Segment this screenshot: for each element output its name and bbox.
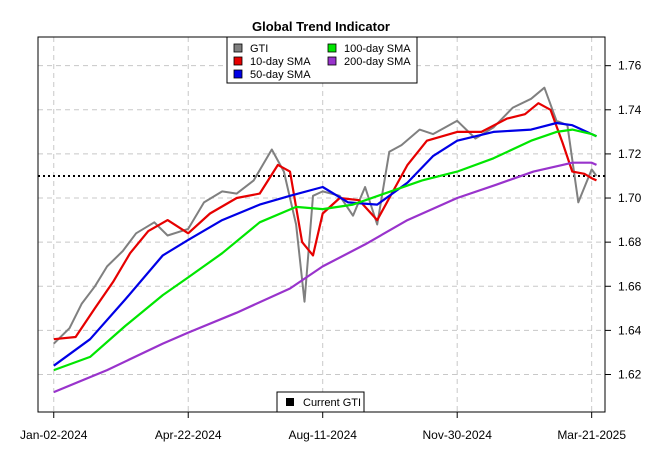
legend-label: 50-day SMA — [250, 69, 311, 81]
series-line-50-day-sma — [53, 121, 597, 367]
legend-bottom-box — [276, 391, 365, 413]
legend-label: 10-day SMA — [250, 56, 311, 68]
legend-bottom: Current GTI — [276, 391, 365, 413]
legend-swatch — [286, 398, 294, 406]
y-tick-label: 1.66 — [618, 279, 642, 293]
y-tick-label: 1.68 — [618, 235, 642, 249]
legend-swatch — [233, 43, 243, 53]
plot-frame — [37, 36, 606, 413]
y-tick-label: 1.70 — [618, 191, 642, 205]
legend-label: 200-day SMA — [344, 56, 411, 68]
y-tick-label: 1.62 — [618, 368, 642, 382]
legend-swatch — [327, 43, 337, 53]
chart-title: Global Trend Indicator — [252, 19, 390, 34]
legend-swatch — [233, 56, 243, 66]
grid-lines — [38, 37, 605, 412]
series-line-100-day-sma — [53, 128, 597, 372]
legend-label: GTI — [250, 43, 268, 55]
x-tick-label: Apr-22-2024 — [155, 428, 222, 442]
x-tick-label: Jan-02-2024 — [20, 428, 88, 442]
axes: Jan-02-2024 Apr-22-2024 Aug-11-2024 Nov-30-… — [20, 59, 642, 442]
series-lines — [53, 86, 598, 394]
series-line-gti — [53, 86, 598, 345]
y-tick-label: 1.74 — [618, 103, 642, 117]
legend-top: GTI 100-day SMA 10-day SMA 200-day SMA 50-da… — [226, 36, 418, 84]
y-tick-label: 1.76 — [618, 59, 642, 73]
x-tick-label: Mar-21-2025 — [557, 428, 626, 442]
legend-label: 100-day SMA — [344, 43, 411, 55]
series-line-10-day-sma — [53, 102, 597, 341]
x-tick-label: Nov-30-2024 — [423, 428, 493, 442]
legend-swatch — [327, 56, 337, 66]
y-tick-label: 1.72 — [618, 147, 642, 161]
legend-label: Current GTI — [303, 397, 361, 409]
y-tick-label: 1.64 — [618, 323, 642, 337]
legend-top-box — [226, 36, 418, 84]
x-tick-label: Aug-11-2024 — [288, 428, 357, 442]
legend-swatch — [233, 69, 243, 79]
series-line-200-day-sma — [53, 161, 597, 394]
